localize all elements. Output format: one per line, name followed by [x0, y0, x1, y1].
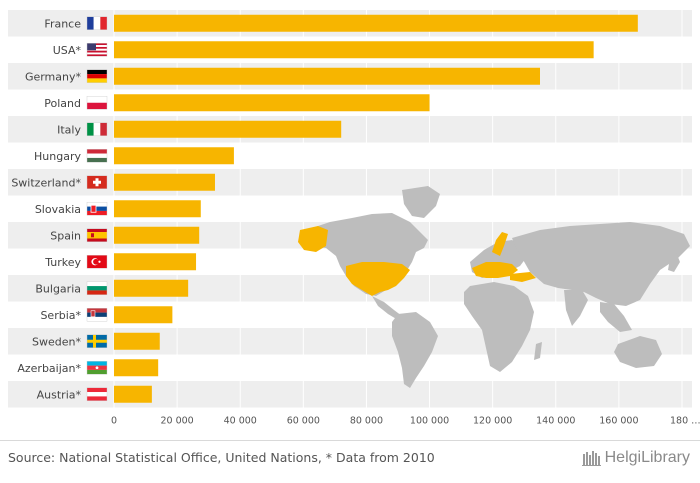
- row-stripe: [8, 116, 692, 143]
- flag-poland-icon: [86, 96, 108, 110]
- bar-poland: [114, 94, 430, 112]
- bars: [114, 14, 638, 403]
- map-japan: [668, 252, 680, 272]
- bar-slovakia: [114, 200, 201, 218]
- map-central-america: [372, 296, 402, 320]
- flag-azerbaijan-icon: [86, 361, 108, 375]
- map-europe-highlight: [472, 262, 518, 278]
- flag-france-icon: [86, 16, 108, 30]
- category-label: Spain: [50, 229, 81, 242]
- category-label: Bulgaria: [35, 282, 81, 295]
- bar-hungary: [114, 147, 234, 165]
- x-tick-label: 60 000: [287, 416, 320, 427]
- flag-switzerland-icon: [86, 175, 108, 189]
- category-label: Turkey: [44, 256, 81, 269]
- flag-italy-icon: [86, 122, 108, 136]
- bar-turkey: [114, 253, 197, 271]
- category-label: Slovakia: [35, 203, 81, 216]
- category-label: Switzerland*: [11, 176, 81, 189]
- category-label: Austria*: [37, 388, 82, 401]
- flag-turkey-icon: [86, 255, 108, 269]
- world-map: [298, 186, 690, 388]
- category-label: Poland: [44, 97, 81, 110]
- row-stripe: [8, 169, 692, 196]
- library-icon: [581, 451, 601, 466]
- x-tick-label: 160 000: [599, 416, 638, 427]
- x-tick-label: 180 …: [670, 416, 700, 427]
- flag-spain-icon: [86, 228, 108, 242]
- map-africa: [464, 282, 534, 372]
- x-tick-label: 20 000: [160, 416, 193, 427]
- category-label: Germany*: [25, 70, 82, 83]
- x-axis-ticks: 0 20 000 40 000 60 000 80 000 100 000 120 000 1…: [111, 416, 700, 427]
- bar-italy: [114, 120, 342, 138]
- map-se-asia: [600, 302, 632, 332]
- bar-bulgaria: [114, 279, 189, 297]
- flag-sweden-icon: [86, 334, 108, 348]
- row-stripe: [8, 381, 692, 408]
- bar-switzerland: [114, 173, 215, 191]
- flags: [86, 16, 108, 401]
- bar-sweden: [114, 332, 160, 350]
- flag-bulgaria-icon: [86, 281, 108, 295]
- map-usa: [346, 262, 410, 296]
- category-label: Serbia*: [40, 309, 81, 322]
- row-labels: France USA* Germany* Poland Italy Hungary Swit…: [11, 17, 81, 401]
- map-india: [564, 290, 588, 326]
- bar-germany: [114, 67, 540, 85]
- footer-divider: [0, 440, 700, 441]
- map-turkey: [510, 272, 536, 282]
- category-label: Italy: [57, 123, 81, 136]
- logo-text: HelgiLibrary: [604, 449, 690, 466]
- x-tick-label: 80 000: [350, 416, 383, 427]
- map-madagascar: [534, 342, 542, 360]
- x-tick-label: 0: [111, 416, 117, 427]
- category-label: Sweden*: [32, 335, 81, 348]
- map-greenland: [402, 186, 440, 218]
- category-label: USA*: [53, 44, 82, 57]
- bar-france: [114, 14, 638, 32]
- category-label: France: [44, 17, 81, 30]
- bar-spain: [114, 226, 200, 244]
- source-note: Source: National Statistical Office, Uni…: [8, 450, 435, 465]
- flag-austria-icon: [86, 387, 108, 401]
- bar-austria: [114, 385, 152, 403]
- map-south-america: [392, 312, 438, 388]
- map-alaska: [298, 226, 328, 252]
- bar-azerbaijan: [114, 359, 159, 377]
- bar-serbia: [114, 306, 173, 324]
- category-label: Azerbaijan*: [17, 362, 81, 375]
- map-sweden: [492, 232, 508, 256]
- bar-usa: [114, 41, 594, 59]
- flag-germany-icon: [86, 69, 108, 83]
- flag-slovakia-icon: [86, 202, 108, 216]
- flag-usa-icon: [86, 43, 108, 57]
- helgilibrary-logo[interactable]: HelgiLibrary: [581, 449, 690, 467]
- row-stripe: [8, 328, 692, 355]
- category-label: Hungary: [34, 150, 81, 163]
- x-tick-label: 120 000: [473, 416, 512, 427]
- x-tick-label: 40 000: [224, 416, 257, 427]
- map-australia: [614, 336, 662, 368]
- flag-serbia-icon: [86, 308, 108, 322]
- flag-hungary-icon: [86, 149, 108, 163]
- x-tick-label: 140 000: [536, 416, 575, 427]
- x-tick-label: 100 000: [410, 416, 449, 427]
- map-asia: [512, 222, 690, 306]
